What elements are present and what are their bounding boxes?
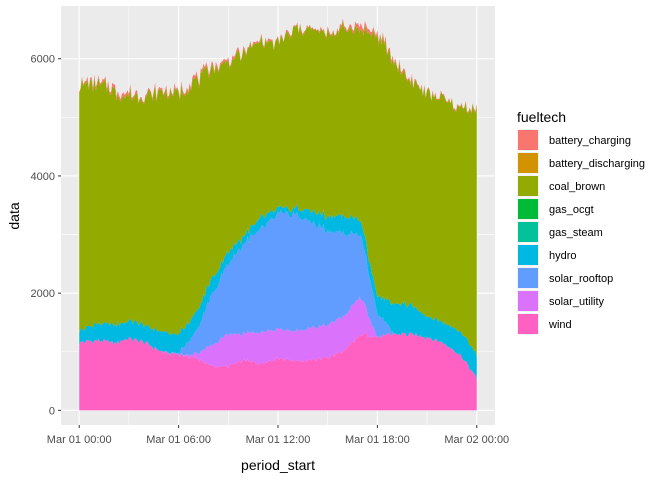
legend-label: wind [548,319,572,331]
x-tick-label: Mar 01 06:00 [146,434,211,446]
legend-label: solar_utility [549,296,605,308]
legend-label: gas_ocgt [549,204,594,216]
legend: fueltech battery_charging battery_dischar… [517,109,645,335]
legend-label: hydro [549,250,577,262]
x-axis: Mar 01 00:00 Mar 01 06:00 Mar 01 12:00 Mar … [47,425,509,446]
legend-key-gas-ocgt [518,199,538,219]
area-solar-rooftop [79,209,477,380]
x-tick-label: Mar 01 12:00 [246,434,311,446]
y-tick-label: 0 [49,405,55,417]
y-axis: 0 2000 4000 6000 [31,54,61,417]
x-tick-label: Mar 02 00:00 [444,434,509,446]
legend-key-battery-discharging [518,153,538,173]
y-tick-label: 4000 [31,171,55,183]
y-tick-label: 2000 [31,288,55,300]
x-tick-label: Mar 01 00:00 [47,434,112,446]
legend-key-battery-charging [518,130,538,150]
legend-label: gas_steam [549,227,603,239]
y-axis-title: data [6,202,22,229]
x-axis-title: period_start [241,457,315,473]
area-solar-utility [79,296,477,380]
area-wind [79,332,477,411]
legend-title: fueltech [517,109,566,125]
area-layers [79,18,477,411]
legend-label: coal_brown [549,181,605,193]
legend-key-wind [518,314,538,334]
x-tick-label: Mar 01 18:00 [345,434,410,446]
legend-label: battery_charging [549,135,631,147]
y-tick-label: 6000 [31,54,55,66]
legend-key-solar-rooftop [518,268,538,288]
legend-label: solar_rooftop [549,273,613,285]
legend-label: battery_discharging [549,158,645,170]
legend-key-hydro [518,245,538,265]
legend-key-solar-utility [518,291,538,311]
area-coal-brown [79,20,477,358]
legend-key-coal-brown [518,176,538,196]
area-hydro [79,204,477,380]
legend-key-gas-steam [518,222,538,242]
